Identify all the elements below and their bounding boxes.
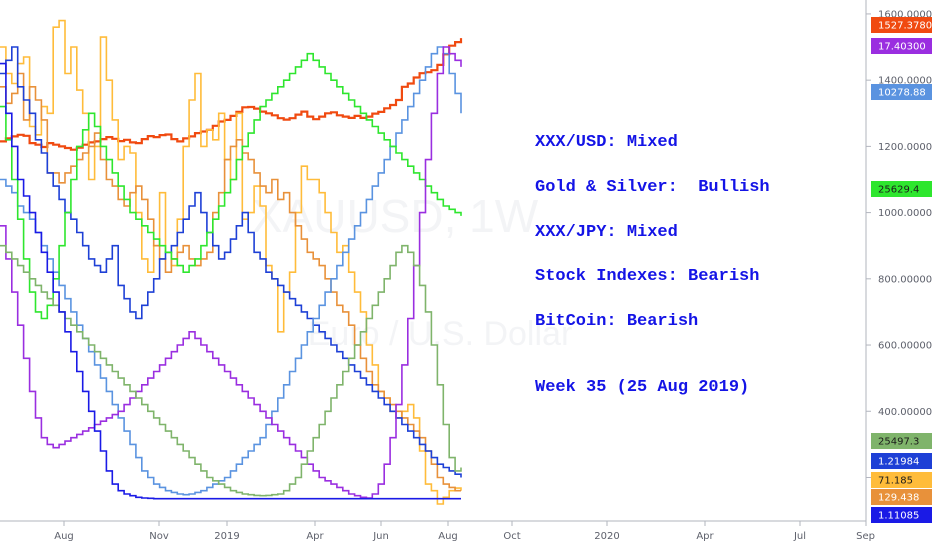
price-tags: 1527.37800 17.40300 10278.88 25629.4 25497.3… xyxy=(871,17,932,523)
svg-text:25497.3: 25497.3 xyxy=(878,437,919,448)
svg-text:1.21984: 1.21984 xyxy=(878,457,919,468)
svg-text:25629.4: 25629.4 xyxy=(878,185,919,196)
price-tag: 25629.4 xyxy=(871,181,932,197)
watermark-description: Euro / U.S. Dollar xyxy=(308,315,573,353)
x-tick-label: Aug xyxy=(438,531,458,542)
series-line-4 xyxy=(0,46,462,478)
price-axis[interactable]: 1600.00000 1400.00000 1200.00000 1000.00000… xyxy=(866,9,932,484)
y-tick-label: 400.00000 xyxy=(878,407,932,418)
price-tag: 1.21984 xyxy=(871,453,932,469)
annotation-stock-indexes: Stock Indexes: Bearish xyxy=(535,267,760,286)
x-tick-label: Aug xyxy=(54,531,74,542)
series-line-5 xyxy=(0,46,462,496)
annotation-week: Week 35 (25 Aug 2019) xyxy=(535,378,750,397)
x-tick-label: Nov xyxy=(149,531,169,542)
series-line-9 xyxy=(0,62,461,500)
annotation-bitcoin: BitCoin: Bearish xyxy=(535,312,699,331)
svg-text:129.438: 129.438 xyxy=(878,493,919,504)
x-tick-label: Jul xyxy=(793,531,806,542)
price-tag: 10278.88 xyxy=(871,84,932,100)
series-line-6 xyxy=(0,52,462,320)
y-tick-label: 600.00000 xyxy=(878,341,932,352)
x-tick-label: 2019 xyxy=(214,531,239,542)
price-tag: 71.185 xyxy=(871,472,932,488)
series-line-8 xyxy=(0,244,462,497)
x-tick-label: Apr xyxy=(696,531,714,542)
y-tick-label: 1400.00000 xyxy=(878,76,932,87)
series-layer xyxy=(0,19,463,505)
watermark-symbol: XAUUSD, 1W xyxy=(252,190,539,242)
annotation-xxx-usd: XXX/USD: Mixed xyxy=(535,133,678,152)
price-tag: 129.438 xyxy=(871,489,932,505)
annotation-xxx-jpy: XXX/JPY: Mixed xyxy=(535,223,678,242)
x-tick-label: Sep xyxy=(856,531,875,542)
price-tag: 1527.37800 xyxy=(871,17,932,33)
y-tick-label: 1000.00000 xyxy=(878,208,932,219)
price-tag: 1.11085 xyxy=(871,507,932,523)
x-tick-label: Apr xyxy=(306,531,324,542)
series-line-1 xyxy=(0,38,463,151)
series-line-7 xyxy=(0,46,462,499)
price-tag: 25497.3 xyxy=(871,433,932,449)
price-tag: 17.40300 xyxy=(871,38,932,54)
y-tick-label: 800.00000 xyxy=(878,274,932,285)
svg-text:1.11085: 1.11085 xyxy=(878,511,919,522)
x-tick-label: Jun xyxy=(372,531,389,542)
svg-text:71.185: 71.185 xyxy=(878,476,913,487)
svg-text:1527.37800: 1527.37800 xyxy=(878,21,932,32)
x-tick-label: Oct xyxy=(503,531,520,542)
series-line-3 xyxy=(0,72,461,492)
annotation-gold-silver: Gold & Silver: Bullish xyxy=(535,178,770,197)
y-tick-label: 1200.00000 xyxy=(878,142,932,153)
x-tick-label: 2020 xyxy=(594,531,619,542)
y-tick-label: 1600.00000 xyxy=(878,9,932,20)
series-line-2 xyxy=(0,19,462,505)
svg-text:10278.88: 10278.88 xyxy=(878,88,926,99)
time-axis[interactable]: Aug Nov 2019 Apr Jun Aug Oct 2020 Apr Jul Sep xyxy=(54,521,875,542)
svg-text:17.40300: 17.40300 xyxy=(878,42,926,53)
